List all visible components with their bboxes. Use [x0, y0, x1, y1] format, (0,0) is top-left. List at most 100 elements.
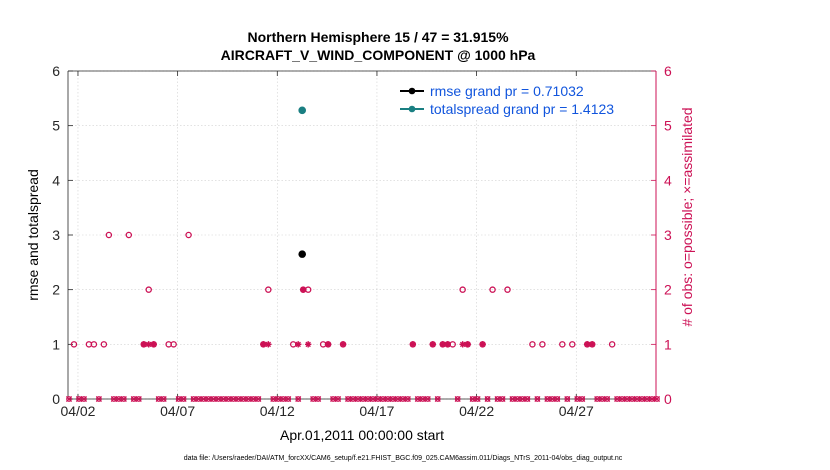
obs-assimilated-zero-marker: [200, 395, 207, 403]
obs-assimilated-marker: [295, 341, 302, 348]
obs-assimilated-marker: [140, 341, 147, 348]
obs-assimilated-zero-marker: [404, 395, 411, 403]
obs-possible-marker: [70, 341, 78, 348]
obs-assimilated-zero-marker: [554, 395, 561, 403]
obs-assimilated-zero-marker: [245, 395, 252, 403]
rmse-point: [298, 250, 307, 258]
obs-assimilated-zero-marker: [180, 395, 187, 403]
obs-assimilated-zero-marker: [534, 395, 541, 403]
obs-assimilated-zero-marker: [240, 395, 247, 403]
obs-assimilated-zero-marker: [270, 395, 277, 403]
obs-assimilated-zero-marker: [75, 395, 82, 403]
obs-assimilated-zero-marker: [644, 395, 651, 403]
y-tick-label-right: 4: [664, 172, 672, 188]
obs-assimilated-zero-marker: [579, 395, 586, 403]
obs-assimilated-marker: [589, 341, 596, 348]
obs-assimilated-marker: [300, 286, 307, 293]
obs-possible-zero-marker: [180, 396, 187, 402]
obs-possible-marker: [100, 341, 108, 348]
obs-assimilated-marker: [145, 341, 152, 348]
obs-possible-zero-marker: [564, 396, 571, 402]
tick-labels: 04/02 04/07 04/12 04/17 04/22 04/27 0 0 1 1 2 2 3 3 4 4…: [52, 63, 672, 419]
obs-assimilated-zero-marker: [220, 395, 227, 403]
obs-assimilated-zero-marker: [414, 395, 421, 403]
obs-assimilated-zero-marker: [205, 395, 212, 403]
obs-possible-marker: [145, 286, 152, 293]
obs-possible-marker: [105, 231, 113, 239]
x-tick-label: 04/22: [459, 403, 494, 419]
y-tick-label-left: 5: [52, 118, 60, 134]
obs-possible-zero-marker: [81, 396, 87, 402]
obs-assimilated-marker: [459, 341, 466, 348]
obs-possible-zero-marker: [454, 396, 461, 402]
obs-possible-marker: [608, 341, 616, 348]
obs-possible-zero-marker: [579, 396, 586, 402]
x-tick-label: 04/07: [160, 403, 195, 419]
legend-label-rmse: rmse grand pr = 0.71032: [430, 83, 584, 99]
obs-possible-zero-marker: [534, 396, 541, 402]
x-axis-label: Apr.01,2011 00:00:00 start: [280, 427, 444, 443]
obs-assimilated-zero-marker: [509, 395, 516, 403]
obs-assimilated-zero-marker: [80, 395, 87, 403]
obs-assimilated-zero-marker: [594, 395, 601, 403]
obs-assimilated-zero-marker: [524, 395, 531, 403]
y-tick-label-left: 1: [52, 336, 60, 352]
obs-assimilated-zero-marker: [120, 395, 127, 403]
series-markers: [298, 106, 307, 258]
obs-assimilated-zero-marker: [604, 395, 611, 403]
chart-title-line1: Northern Hemisphere 15 / 47 = 31.915%: [247, 29, 509, 45]
legend-marker-rmse: [408, 87, 416, 95]
obs-possible-zero-marker: [484, 396, 491, 402]
obs-assimilated-zero-marker: [310, 395, 317, 403]
obs-assimilated-zero-marker: [115, 395, 122, 403]
obs-possible-marker: [539, 341, 546, 348]
obs-assimilated-marker: [265, 341, 272, 348]
obs-assimilated-zero-marker: [494, 395, 501, 403]
legend: rmse grand pr = 0.71032 totalspread grand…: [392, 79, 642, 119]
obs-assimilated-zero-marker: [574, 395, 581, 403]
obs-count-markers: [65, 231, 661, 403]
obs-assimilated-zero-marker: [160, 395, 167, 403]
obs-assimilated-zero-marker: [315, 395, 322, 403]
obs-assimilated-zero-marker: [275, 395, 282, 403]
obs-assimilated-zero-marker: [629, 395, 636, 403]
obs-assimilated-zero-marker: [155, 395, 162, 403]
obs-assimilated-zero-marker: [389, 395, 396, 403]
obs-assimilated-zero-marker: [639, 395, 646, 403]
obs-assimilated-zero-marker: [469, 395, 476, 403]
obs-assimilated-marker: [444, 341, 451, 348]
obs-possible-marker: [265, 286, 272, 293]
y-tick-label-right: 3: [664, 227, 672, 243]
obs-assimilated-zero-marker: [285, 395, 292, 403]
obs-assimilated-zero-marker: [195, 395, 202, 403]
obs-possible-marker: [529, 341, 536, 348]
obs-assimilated-zero-marker: [335, 395, 342, 403]
obs-assimilated-zero-marker: [474, 395, 481, 403]
x-tick-label: 04/27: [559, 403, 594, 419]
obs-assimilated-marker: [339, 341, 347, 348]
obs-possible-marker: [125, 231, 133, 239]
obs-assimilated-zero-marker: [624, 395, 631, 403]
obs-assimilated-marker: [429, 341, 436, 348]
obs-assimilated-zero-marker: [564, 395, 571, 403]
obs-possible-zero-marker: [315, 396, 321, 402]
obs-possible-marker: [569, 341, 576, 348]
obs-possible-zero-marker: [135, 396, 142, 402]
obs-assimilated-zero-marker: [190, 395, 197, 403]
obs-possible-zero-marker: [499, 396, 506, 402]
obs-possible-zero-marker: [434, 396, 441, 402]
grid: [68, 70, 656, 400]
obs-assimilated-zero-marker: [514, 395, 521, 403]
obs-assimilated-zero-marker: [215, 395, 222, 403]
x-tick-label: 04/17: [359, 403, 394, 419]
y-tick-label-right: 0: [664, 391, 672, 407]
obs-assimilated-zero-marker: [384, 395, 391, 403]
obs-possible-zero-marker: [554, 396, 561, 402]
obs-assimilated-zero-marker: [230, 395, 237, 403]
obs-assimilated-zero-marker: [619, 395, 626, 403]
y-axis-label-left: rmse and totalspread: [25, 169, 41, 301]
y-tick-label-left: 4: [52, 172, 60, 188]
obs-assimilated-zero-marker: [549, 395, 556, 403]
obs-assimilated-zero-marker: [499, 395, 506, 403]
